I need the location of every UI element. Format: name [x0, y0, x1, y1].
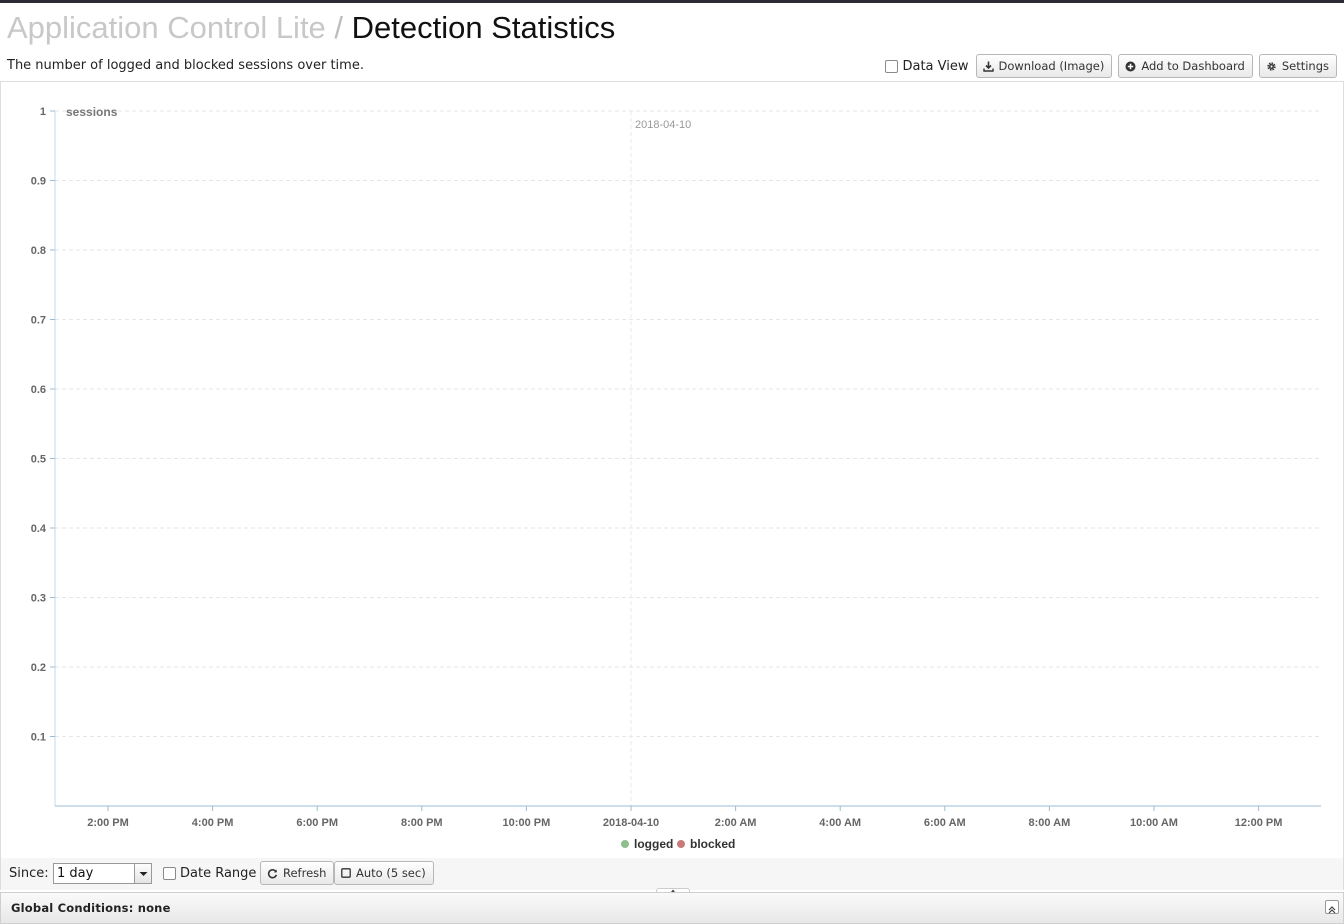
x-tick-label: 10:00 AM	[1130, 817, 1178, 829]
chart-panel: 0.1 0.2 0.3 0.4 0.5 0.6 0.7 0.8 0.9 1 2:00 PM 4:00…	[0, 81, 1344, 858]
chevron-up-icon	[671, 889, 675, 892]
legend-marker	[677, 840, 685, 848]
settings-button[interactable]: Settings	[1258, 54, 1337, 78]
detection-statistics-chart: 0.1 0.2 0.3 0.4 0.5 0.6 0.7 0.8 0.9 1 2:00 PM 4:00…	[31, 105, 1321, 851]
global-conditions-label: Global Conditions: none	[11, 901, 171, 915]
top-border	[0, 0, 1344, 3]
since-select-value: 1 day	[57, 866, 94, 881]
data-view-checkbox[interactable]	[885, 59, 899, 73]
download-icon	[982, 61, 994, 72]
breadcrumb-separator: /	[334, 10, 344, 45]
page-title: Application Control Lite / Detection Sta…	[7, 8, 615, 48]
since-label: Since:	[9, 866, 49, 881]
plus-circle-icon	[1125, 61, 1136, 71]
x-axis-ticks: 2:00 PM 4:00 PM 6:00 PM 8:00 PM 10:00 PM 2018…	[87, 806, 1282, 829]
legend-label: blocked	[690, 837, 735, 851]
download-image-label: Download (Image)	[998, 59, 1105, 73]
report-description: The number of logged and blocked session…	[7, 58, 364, 73]
collapse-icon[interactable]	[1325, 900, 1339, 914]
x-tick-label: 2:00 PM	[87, 817, 129, 829]
date-range-checkbox[interactable]	[163, 867, 176, 880]
grid-lines	[55, 110, 1321, 806]
x-tick-label: 6:00 PM	[296, 817, 338, 829]
breadcrumb-app[interactable]: Application Control Lite	[7, 10, 326, 45]
y-tick-label: 0.7	[31, 315, 46, 327]
y-tick-label: 0.8	[31, 245, 46, 257]
download-image-button[interactable]: Download (Image)	[975, 54, 1113, 78]
refresh-label: Refresh	[283, 866, 327, 880]
legend-item-blocked[interactable]: blocked	[677, 837, 735, 851]
x-tick-label: 2:00 AM	[715, 817, 757, 829]
y-tick-label: 0.3	[31, 593, 46, 605]
y-axis-title: sessions	[66, 105, 118, 119]
global-conditions-bar[interactable]: Global Conditions: none	[0, 892, 1344, 924]
chart-legend: logged blocked	[621, 837, 735, 851]
refresh-icon	[267, 868, 278, 878]
x-tick-label: 8:00 PM	[401, 817, 443, 829]
since-select[interactable]: 1 day	[53, 863, 152, 884]
add-to-dashboard-label: Add to Dashboard	[1141, 59, 1245, 73]
x-tick-label: 8:00 AM	[1029, 817, 1071, 829]
y-tick-label: 1	[40, 106, 46, 118]
x-tick-label: 2018-04-10	[603, 817, 659, 829]
y-tick-label: 0.6	[31, 384, 46, 396]
data-view-label: Data View	[902, 58, 969, 74]
legend-item-logged[interactable]: logged	[621, 837, 673, 851]
gear-icon	[1267, 61, 1276, 71]
x-tick-label: 4:00 AM	[819, 817, 861, 829]
time-controls-bar: Since: 1 day Date Range Refresh Auto (5 …	[0, 858, 1344, 890]
settings-label: Settings	[1281, 59, 1329, 73]
panel-resize-handle[interactable]	[656, 888, 690, 893]
auto-refresh-button[interactable]: Auto (5 sec)	[334, 861, 434, 885]
square-icon	[341, 868, 351, 878]
x-tick-label: 12:00 PM	[1235, 817, 1283, 829]
date-marker-label: 2018-04-10	[635, 119, 691, 131]
data-view-toggle[interactable]: Data View	[885, 58, 969, 74]
x-tick-label: 6:00 AM	[924, 817, 966, 829]
x-tick-label: 4:00 PM	[192, 817, 234, 829]
date-range-label: Date Range	[180, 866, 257, 881]
refresh-button[interactable]: Refresh	[260, 861, 335, 885]
date-range-toggle[interactable]: Date Range	[163, 866, 256, 881]
y-tick-label: 0.1	[31, 732, 46, 744]
report-toolbar: Data View Download (Image) Add to Dashbo…	[885, 54, 1337, 78]
breadcrumb-current: Detection Statistics	[351, 10, 616, 45]
y-tick-label: 0.9	[31, 176, 46, 188]
add-to-dashboard-button[interactable]: Add to Dashboard	[1118, 54, 1253, 78]
legend-label: logged	[634, 837, 673, 851]
legend-marker	[621, 840, 629, 848]
y-tick-label: 0.2	[31, 662, 46, 674]
chevron-down-icon[interactable]	[134, 864, 151, 883]
x-tick-label: 10:00 PM	[503, 817, 551, 829]
y-tick-label: 0.5	[31, 454, 46, 466]
y-axis-ticks: 0.1 0.2 0.3 0.4 0.5 0.6 0.7 0.8 0.9 1	[31, 106, 55, 744]
y-tick-label: 0.4	[31, 523, 47, 535]
auto-refresh-label: Auto (5 sec)	[356, 866, 426, 880]
